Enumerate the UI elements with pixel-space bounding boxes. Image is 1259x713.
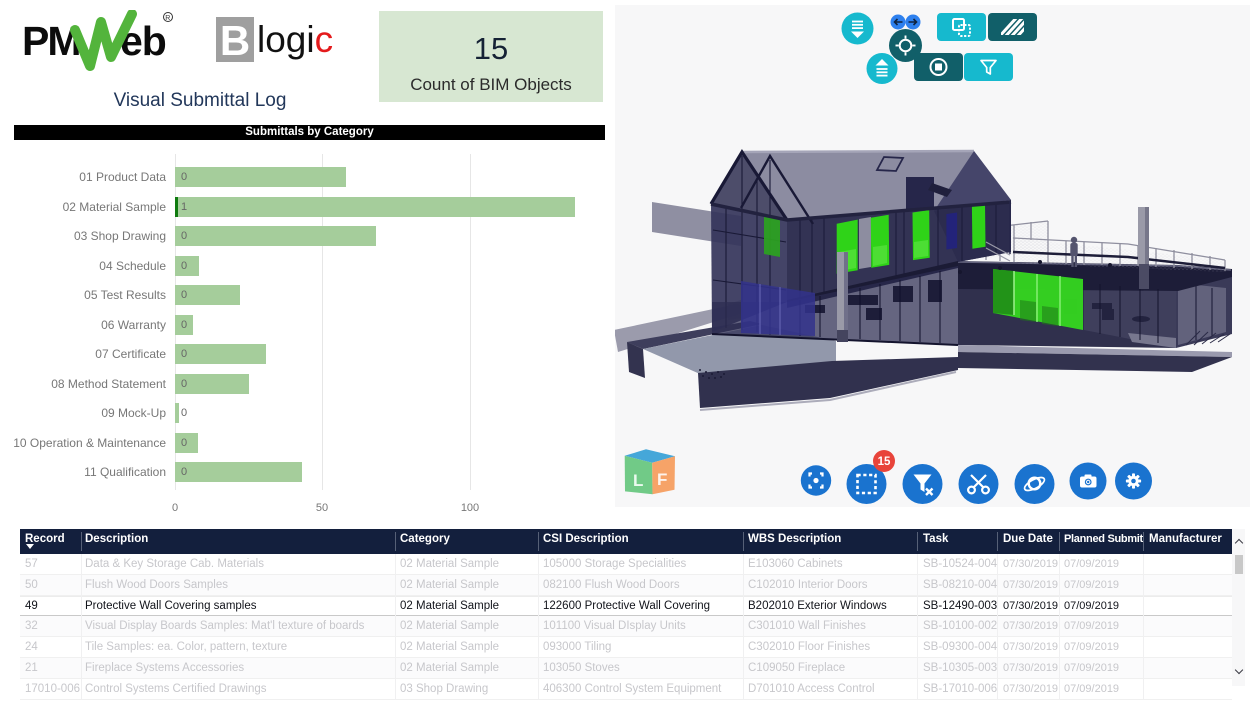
svg-text:PM: PM (22, 18, 80, 64)
svg-text:L: L (633, 471, 643, 490)
svg-text:15: 15 (878, 456, 891, 468)
svg-text:R: R (165, 15, 170, 22)
svg-text:F: F (657, 470, 667, 489)
